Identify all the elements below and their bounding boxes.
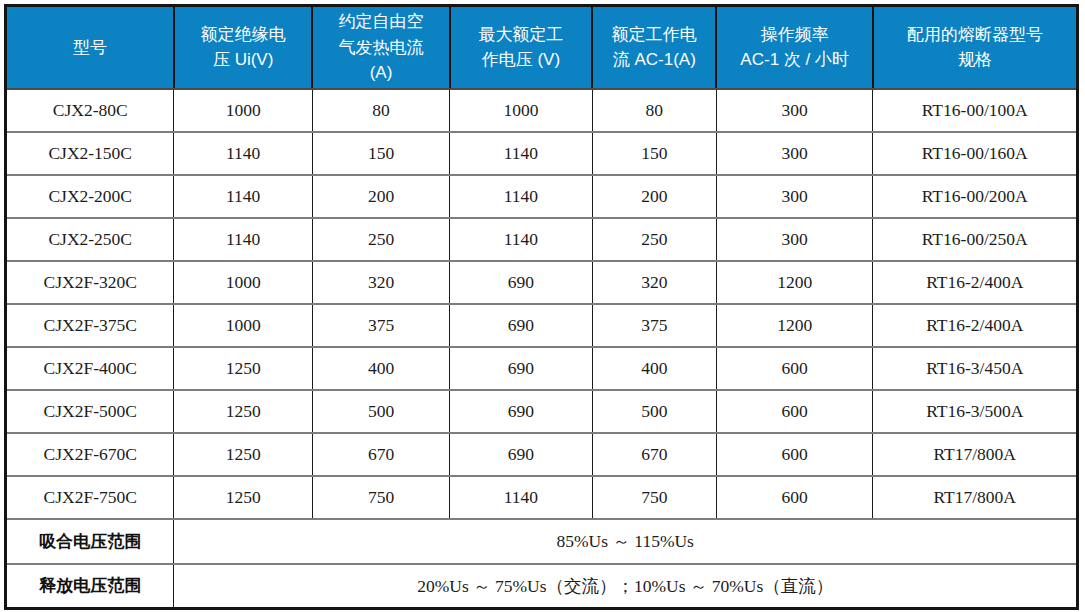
insulation-voltage-cell: 1140 (174, 218, 312, 261)
thermal-current-cell: 500 (312, 390, 449, 433)
max-working-voltage-cell: 1140 (450, 175, 592, 218)
max-working-voltage-cell: 690 (450, 347, 592, 390)
working-current-cell: 670 (592, 433, 716, 476)
operating-frequency-cell: 300 (716, 218, 872, 261)
thermal-current-cell: 200 (312, 175, 449, 218)
fuse-spec-cell: RT16-2/400A (873, 261, 1078, 304)
max-working-voltage-cell: 690 (450, 390, 592, 433)
table-row: CJX2F-750C12507501140750600RT17/800A (6, 476, 1078, 519)
fuse-spec-cell: RT16-3/500A (873, 390, 1078, 433)
insulation-voltage-cell: 1250 (174, 476, 312, 519)
table-row: CJX2-80C100080100080300RT16-00/100A (6, 89, 1078, 132)
table-header-row: 型号 额定绝缘电 压 Ui(V) 约定自由空 气发热电流 (A) 最大额定工 作… (6, 6, 1078, 89)
working-current-cell: 375 (592, 304, 716, 347)
thermal-current-cell: 750 (312, 476, 449, 519)
fuse-spec-cell: RT16-00/160A (873, 132, 1078, 175)
insulation-voltage-cell: 1250 (174, 390, 312, 433)
release-voltage-value: 20%Us ～ 75%Us（交流）；10%Us ～ 70%Us（直流） (174, 564, 1078, 609)
table-row: CJX2F-500C1250500690500600RT16-3/500A (6, 390, 1078, 433)
table-row: CJX2-150C11401501140150300RT16-00/160A (6, 132, 1078, 175)
insulation-voltage-cell: 1000 (174, 89, 312, 132)
model-cell: CJX2F-320C (6, 261, 174, 304)
working-current-cell: 200 (592, 175, 716, 218)
table-body: CJX2-80C100080100080300RT16-00/100ACJX2-… (6, 89, 1078, 519)
working-current-cell: 750 (592, 476, 716, 519)
operating-frequency-cell: 1200 (716, 304, 872, 347)
col-header-operating-frequency: 操作频率 AC-1 次 / 小时 (716, 6, 872, 89)
pickup-voltage-label: 吸合电压范围 (6, 519, 174, 564)
col-header-model: 型号 (6, 6, 174, 89)
working-current-cell: 250 (592, 218, 716, 261)
thermal-current-cell: 670 (312, 433, 449, 476)
thermal-current-cell: 320 (312, 261, 449, 304)
working-current-cell: 500 (592, 390, 716, 433)
operating-frequency-cell: 600 (716, 433, 872, 476)
pickup-voltage-row: 吸合电压范围 85%Us ～ 115%Us (6, 519, 1078, 564)
model-cell: CJX2F-750C (6, 476, 174, 519)
max-working-voltage-cell: 690 (450, 433, 592, 476)
table-row: CJX2-200C11402001140200300RT16-00/200A (6, 175, 1078, 218)
col-header-insulation-voltage: 额定绝缘电 压 Ui(V) (174, 6, 312, 89)
operating-frequency-cell: 600 (716, 347, 872, 390)
contactor-spec-table: 型号 额定绝缘电 压 Ui(V) 约定自由空 气发热电流 (A) 最大额定工 作… (4, 4, 1079, 610)
insulation-voltage-cell: 1000 (174, 304, 312, 347)
insulation-voltage-cell: 1250 (174, 347, 312, 390)
thermal-current-cell: 250 (312, 218, 449, 261)
insulation-voltage-cell: 1140 (174, 132, 312, 175)
insulation-voltage-cell: 1000 (174, 261, 312, 304)
col-header-max-working-voltage: 最大额定工 作电压 (V) (450, 6, 592, 89)
col-header-thermal-current: 约定自由空 气发热电流 (A) (312, 6, 449, 89)
model-cell: CJX2-80C (6, 89, 174, 132)
operating-frequency-cell: 300 (716, 89, 872, 132)
max-working-voltage-cell: 690 (450, 261, 592, 304)
operating-frequency-cell: 300 (716, 175, 872, 218)
model-cell: CJX2-250C (6, 218, 174, 261)
fuse-spec-cell: RT17/800A (873, 476, 1078, 519)
model-cell: CJX2F-400C (6, 347, 174, 390)
operating-frequency-cell: 1200 (716, 261, 872, 304)
fuse-spec-cell: RT16-00/250A (873, 218, 1078, 261)
max-working-voltage-cell: 690 (450, 304, 592, 347)
table-footer: 吸合电压范围 85%Us ～ 115%Us 释放电压范围 20%Us ～ 75%… (6, 519, 1078, 609)
fuse-spec-cell: RT17/800A (873, 433, 1078, 476)
working-current-cell: 320 (592, 261, 716, 304)
fuse-spec-cell: RT16-2/400A (873, 304, 1078, 347)
table-row: CJX2F-670C1250670690670600RT17/800A (6, 433, 1078, 476)
insulation-voltage-cell: 1140 (174, 175, 312, 218)
max-working-voltage-cell: 1140 (450, 476, 592, 519)
release-voltage-row: 释放电压范围 20%Us ～ 75%Us（交流）；10%Us ～ 70%Us（直… (6, 564, 1078, 609)
table-row: CJX2-250C11402501140250300RT16-00/250A (6, 218, 1078, 261)
operating-frequency-cell: 600 (716, 476, 872, 519)
working-current-cell: 150 (592, 132, 716, 175)
thermal-current-cell: 80 (312, 89, 449, 132)
working-current-cell: 80 (592, 89, 716, 132)
fuse-spec-cell: RT16-00/100A (873, 89, 1078, 132)
model-cell: CJX2F-500C (6, 390, 174, 433)
table-row: CJX2F-320C10003206903201200RT16-2/400A (6, 261, 1078, 304)
fuse-spec-cell: RT16-3/450A (873, 347, 1078, 390)
model-cell: CJX2-200C (6, 175, 174, 218)
table-row: CJX2F-400C1250400690400600RT16-3/450A (6, 347, 1078, 390)
operating-frequency-cell: 600 (716, 390, 872, 433)
model-cell: CJX2F-670C (6, 433, 174, 476)
operating-frequency-cell: 300 (716, 132, 872, 175)
max-working-voltage-cell: 1140 (450, 132, 592, 175)
pickup-voltage-value: 85%Us ～ 115%Us (174, 519, 1078, 564)
table-row: CJX2F-375C10003756903751200RT16-2/400A (6, 304, 1078, 347)
max-working-voltage-cell: 1000 (450, 89, 592, 132)
thermal-current-cell: 375 (312, 304, 449, 347)
col-header-fuse-spec: 配用的熔断器型号 规格 (873, 6, 1078, 89)
col-header-working-current: 额定工作电 流 AC-1(A) (592, 6, 716, 89)
max-working-voltage-cell: 1140 (450, 218, 592, 261)
thermal-current-cell: 150 (312, 132, 449, 175)
model-cell: CJX2F-375C (6, 304, 174, 347)
insulation-voltage-cell: 1250 (174, 433, 312, 476)
thermal-current-cell: 400 (312, 347, 449, 390)
fuse-spec-cell: RT16-00/200A (873, 175, 1078, 218)
working-current-cell: 400 (592, 347, 716, 390)
model-cell: CJX2-150C (6, 132, 174, 175)
release-voltage-label: 释放电压范围 (6, 564, 174, 609)
